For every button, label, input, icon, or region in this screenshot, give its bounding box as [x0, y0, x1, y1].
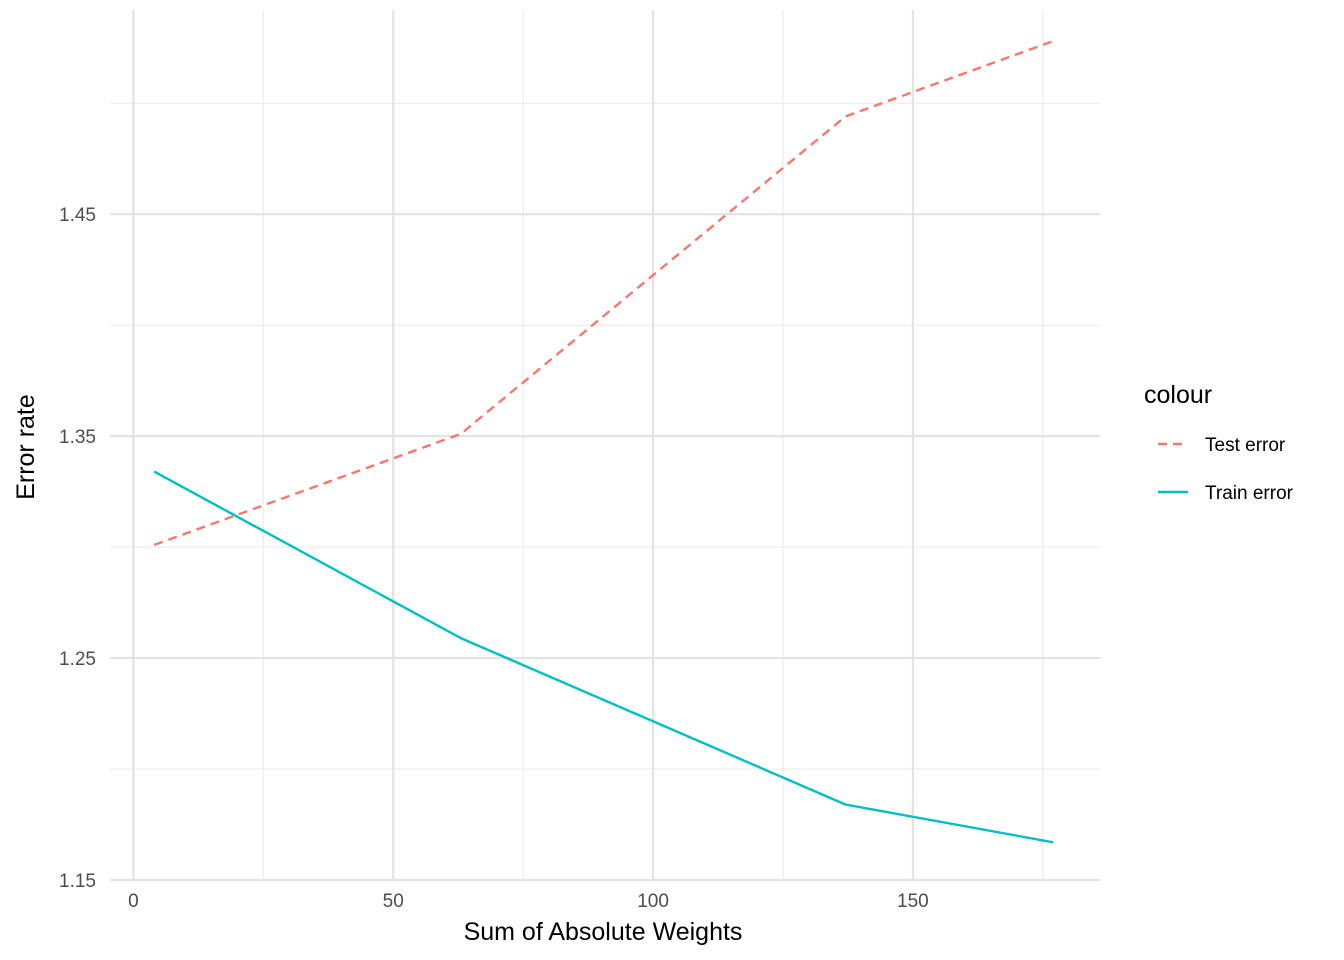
- series-line-test-error: [153, 39, 1054, 547]
- major-gridlines: [110, 10, 1100, 882]
- y-tick-label: 1.25: [59, 649, 96, 670]
- series-lines: [153, 39, 1054, 844]
- x-tick-label: 100: [637, 891, 669, 912]
- minor-gridlines: [110, 10, 1100, 880]
- legend-label-test-error: Test error: [1205, 435, 1286, 456]
- x-axis-tick-labels: 0 50 100 150: [128, 891, 929, 912]
- legend: colour Test error Train error: [1144, 381, 1294, 504]
- y-axis-tick-labels: 1.15 1.25 1.35 1.45: [59, 205, 96, 892]
- legend-title: colour: [1144, 381, 1212, 409]
- x-axis-title: Sum of Absolute Weights: [464, 918, 743, 946]
- y-axis-title: Error rate: [12, 394, 40, 500]
- y-tick-label: 1.15: [59, 871, 96, 892]
- x-tick-label: 0: [128, 891, 139, 912]
- y-tick-label: 1.35: [59, 427, 96, 448]
- x-tick-label: 50: [383, 891, 404, 912]
- series-line-train-error: [153, 470, 1054, 844]
- x-tick-label: 150: [897, 891, 929, 912]
- legend-label-train-error: Train error: [1205, 483, 1294, 504]
- y-tick-label: 1.45: [59, 205, 96, 226]
